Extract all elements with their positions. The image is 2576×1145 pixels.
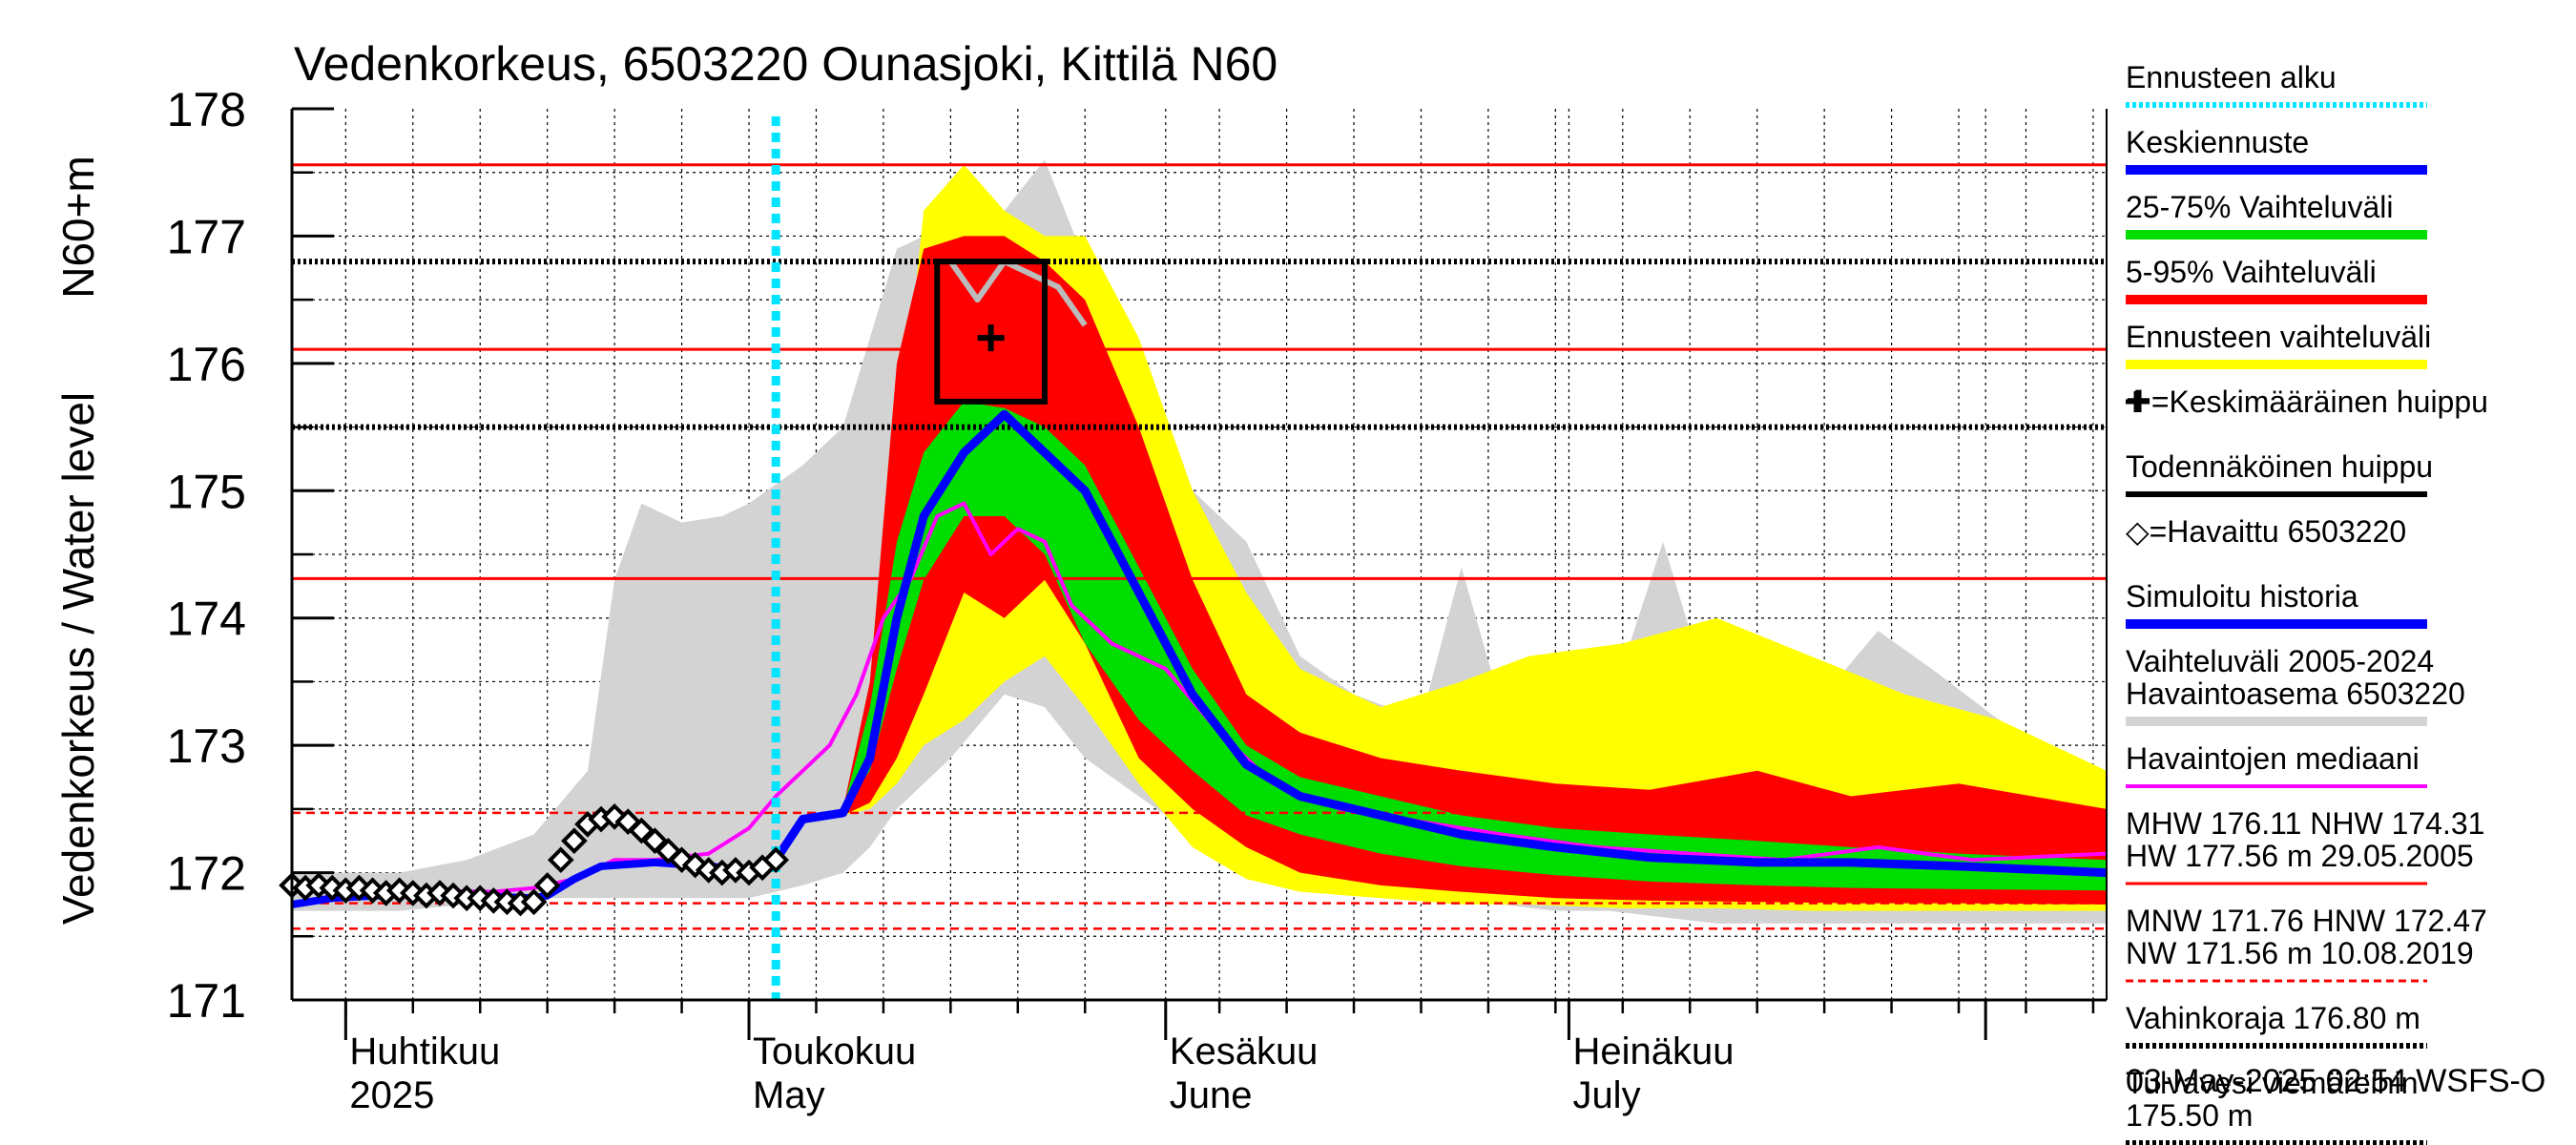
legend-label: Tulvavesi viemäreihin [2126,1066,2418,1100]
month-label-en: July [1572,1074,1640,1116]
month-label-en: May [753,1074,825,1116]
legend-item: 5-95% Vaihteluväli [2126,255,2427,304]
legend-label: 5-95% Vaihteluväli [2126,255,2377,289]
legend-item: Havaintojen mediaani [2126,741,2427,788]
legend-label-2: NW 171.56 m 10.08.2019 [2126,936,2474,970]
observation-marker [547,846,574,874]
legend-item: Ennusteen alku [2126,60,2427,108]
legend-label: Keskiennuste [2126,125,2309,159]
y-axis-label: Vedenkorkeus / Water level [53,392,103,925]
legend-label-2: 175.50 m [2126,1098,2253,1133]
legend-item: ◇=Havaittu 6503220 [2126,514,2406,549]
legend-item: Keskiennuste [2126,125,2427,175]
legend-label: 25-75% Vaihteluväli [2126,190,2393,224]
range-25-75-band [776,401,2108,891]
y-tick-label: 178 [167,83,246,136]
legend-label: ◇=Havaittu 6503220 [2126,514,2406,549]
observation-marker [533,872,561,899]
legend-label: Todennäköinen huippu [2126,449,2433,484]
month-label: Heinäkuu [1572,1030,1734,1072]
legend-item: Tulvavesi viemäreihin 175.50 m [2126,1066,2427,1145]
legend: Ennusteen alku Keskiennuste 25-75% Vaihtel… [2126,60,2488,1145]
legend-label-2: HW 177.56 m 29.05.2005 [2126,839,2474,873]
y-tick-label: 173 [167,719,246,773]
legend-label: Vaihteluväli 2005-2024 [2126,644,2434,678]
legend-item: Ennusteen vaihteluväli [2126,320,2431,369]
legend-item: 25-75% Vaihteluväli [2126,190,2427,239]
observation-marker [668,846,696,874]
y-tick-label: 176 [167,338,246,391]
median-forecast-line [772,409,2108,878]
month-label: Huhtikuu [349,1030,500,1072]
month-label-en: June [1170,1074,1253,1116]
legend-label: Havaintojen mediaani [2126,741,2420,776]
legend-label: MNW 171.76 HNW 172.47 [2126,904,2487,938]
chart-title: Vedenkorkeus, 6503220 Ounasjoki, Kittilä… [294,37,1278,91]
legend-item: ✚=Keskimääräinen huippu [2126,385,2488,419]
legend-label: ✚=Keskimääräinen huippu [2126,385,2488,419]
observation-marker [681,851,709,879]
plot-area [279,109,2108,1000]
y-axis-unit-label: N60+m [53,156,103,299]
legend-item: Vaihteluväli 2005-2024 Havaintoasema 650… [2126,644,2465,726]
observation-marker [654,838,682,864]
legend-label: Vahinkoraja 176.80 m [2126,1001,2420,1035]
legend-label: Ennusteen alku [2126,60,2337,94]
legend-item: Todennäköinen huippu [2126,449,2433,497]
legend-label: MHW 176.11 NHW 174.31 [2126,806,2484,841]
legend-label: Ennusteen vaihteluväli [2126,320,2431,354]
observation-marker [762,846,790,874]
month-label-en: 2025 [349,1074,434,1116]
mean-peak-marker [977,324,1005,352]
observation-marker [561,827,588,855]
legend-item: Vahinkoraja 176.80 m [2126,1001,2427,1049]
y-tick-label: 172 [167,847,246,901]
forecast-range-band [776,164,2108,911]
legend-plus-icon [2126,391,2147,412]
y-tick-label: 174 [167,593,246,646]
timestamp-footer: 03-May-2025 02:54 WSFS-O [2126,1063,2545,1099]
probable-peak-box [934,259,1048,405]
observed-median-line [291,501,2108,894]
range-5-95-band [776,236,2108,905]
month-label: Kesäkuu [1170,1030,1319,1072]
y-tick-label: 177 [167,210,246,263]
legend-label-2: Havaintoasema 6503220 [2126,677,2465,711]
y-tick-label: 175 [167,465,246,518]
observation-marker [520,888,548,916]
month-label: Toukokuu [753,1030,916,1072]
legend-item: Simuloitu historia [2126,579,2427,629]
legend-label: Simuloitu historia [2126,579,2358,614]
y-tick-label: 171 [167,974,246,1028]
